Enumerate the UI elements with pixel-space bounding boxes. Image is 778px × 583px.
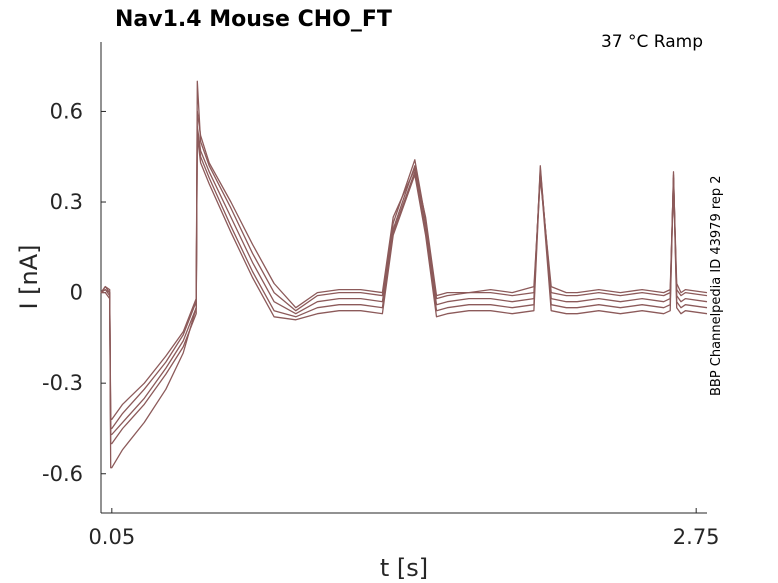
- y-tick-label: 0: [70, 281, 83, 305]
- current-trace-1: [100, 110, 708, 421]
- plot-traces: [100, 80, 708, 469]
- current-trace-5: [101, 134, 708, 469]
- y-tick-label: -0.6: [42, 462, 83, 486]
- y-tick-label: 0.3: [50, 190, 83, 214]
- x-axis-label: t [s]: [380, 554, 428, 582]
- y-tick-label: 0.6: [50, 99, 83, 123]
- chart-title: Nav1.4 Mouse CHO_FT: [115, 7, 392, 32]
- condition-label: 37 °C Ramp: [601, 32, 703, 52]
- y-tick-label: -0.3: [42, 371, 83, 395]
- x-tick-label: 2.75: [673, 525, 720, 549]
- axis-ticks: 0.6 0.3 0 -0.3 -0.6 0.05 2.75: [42, 99, 720, 549]
- current-trace-2: [100, 80, 708, 430]
- current-trace-3: [100, 125, 708, 436]
- y-axis-label: I [nA]: [15, 244, 43, 309]
- current-trace-4: [100, 128, 708, 445]
- x-tick-label: 0.05: [88, 525, 135, 549]
- channelpedia-id-label: BBP Channelpedia ID 43979 rep 2: [709, 175, 724, 396]
